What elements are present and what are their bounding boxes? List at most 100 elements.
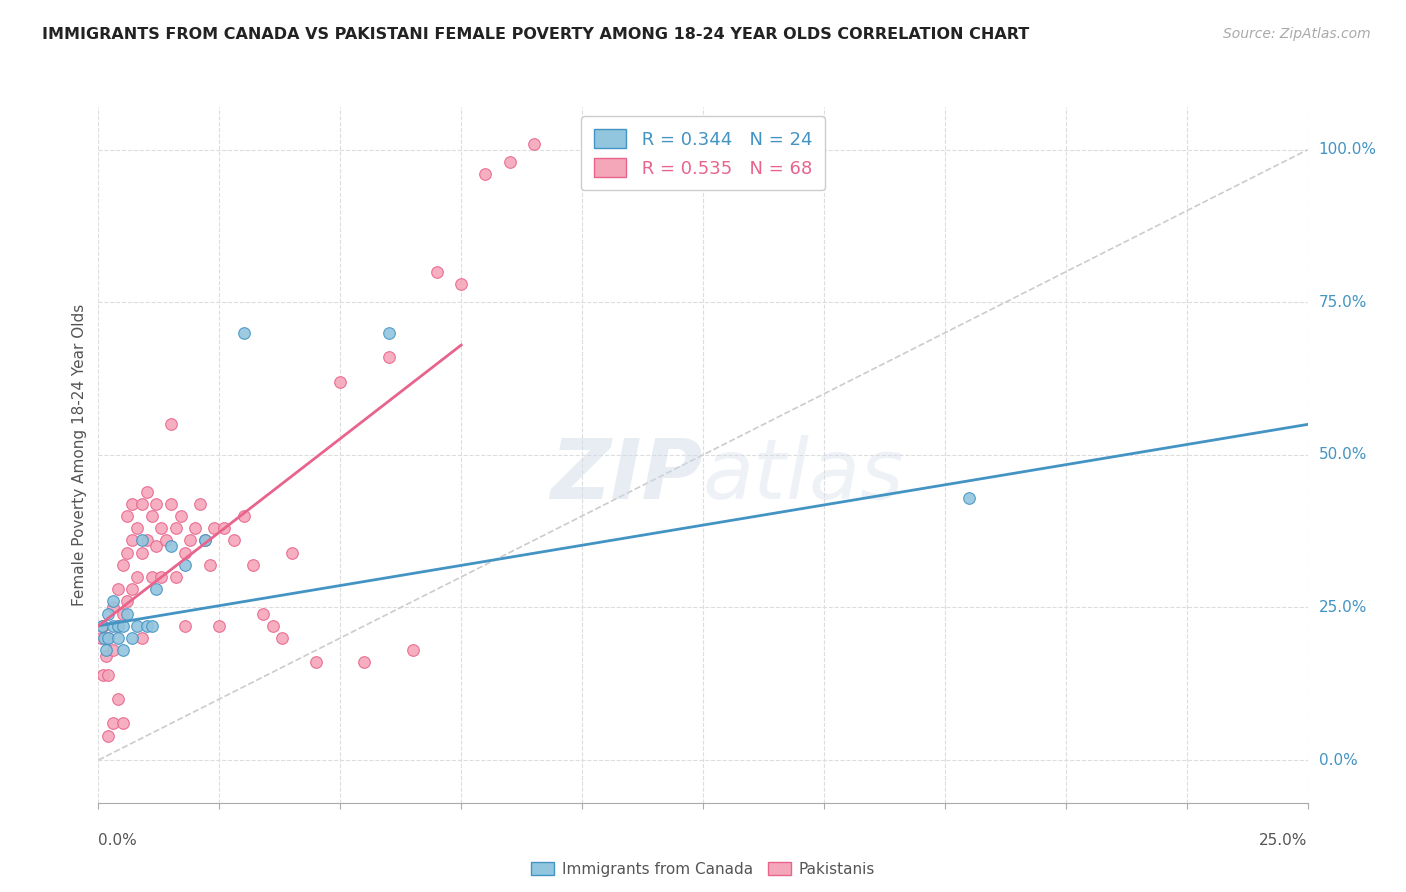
Point	[498, 155, 520, 169]
Point	[160, 497, 183, 511]
Point	[131, 631, 153, 645]
Point	[91, 619, 114, 633]
Point	[97, 631, 120, 645]
Point	[127, 570, 149, 584]
Point	[242, 558, 264, 572]
Text: IMMIGRANTS FROM CANADA VS PAKISTANI FEMALE POVERTY AMONG 18-24 YEAR OLDS CORRELA: IMMIGRANTS FROM CANADA VS PAKISTANI FEMA…	[42, 27, 1029, 42]
Point	[160, 417, 183, 432]
Point	[101, 643, 124, 657]
Point	[111, 643, 134, 657]
Legend:  R = 0.344   N = 24,  R = 0.535   N = 68: R = 0.344 N = 24, R = 0.535 N = 68	[581, 116, 825, 190]
Point	[179, 533, 201, 548]
Point	[281, 545, 304, 559]
Point	[135, 533, 157, 548]
Point	[194, 533, 217, 548]
Point	[184, 521, 207, 535]
Point	[101, 619, 124, 633]
Point	[90, 631, 112, 645]
Point	[107, 619, 129, 633]
Point	[523, 136, 546, 151]
Point	[212, 521, 235, 535]
Point	[169, 508, 191, 523]
Point	[121, 582, 143, 597]
Point	[174, 619, 197, 633]
Point	[111, 716, 134, 731]
Point	[97, 607, 120, 621]
Point	[194, 533, 217, 548]
Point	[271, 631, 294, 645]
Point	[91, 619, 114, 633]
Text: ZIP: ZIP	[550, 435, 703, 516]
Point	[111, 558, 134, 572]
Y-axis label: Female Poverty Among 18-24 Year Olds: Female Poverty Among 18-24 Year Olds	[72, 304, 87, 606]
Text: 25.0%: 25.0%	[1260, 833, 1308, 848]
Point	[135, 619, 157, 633]
Point	[101, 716, 124, 731]
Text: 0.0%: 0.0%	[98, 833, 138, 848]
Point	[426, 265, 449, 279]
Point	[232, 326, 254, 340]
Point	[107, 619, 129, 633]
Point	[117, 607, 139, 621]
Point	[93, 631, 115, 645]
Point	[305, 656, 328, 670]
Point	[204, 521, 226, 535]
Point	[145, 582, 167, 597]
Point	[262, 619, 284, 633]
Point	[97, 667, 120, 681]
Point	[232, 508, 254, 523]
Point	[121, 631, 143, 645]
Text: 25.0%: 25.0%	[1319, 600, 1367, 615]
Text: atlas: atlas	[703, 435, 904, 516]
Point	[208, 619, 231, 633]
Point	[94, 649, 117, 664]
Point	[107, 692, 129, 706]
Point	[127, 521, 149, 535]
Point	[252, 607, 274, 621]
Point	[402, 643, 425, 657]
Point	[150, 521, 173, 535]
Point	[155, 533, 177, 548]
Point	[141, 619, 163, 633]
Point	[117, 545, 139, 559]
Point	[111, 607, 134, 621]
Point	[131, 545, 153, 559]
Text: 75.0%: 75.0%	[1319, 295, 1367, 310]
Point	[107, 631, 129, 645]
Point	[97, 631, 120, 645]
Point	[117, 594, 139, 608]
Point	[150, 570, 173, 584]
Point	[101, 600, 124, 615]
Point	[957, 491, 980, 505]
Point	[353, 656, 375, 670]
Point	[145, 497, 167, 511]
Point	[165, 570, 187, 584]
Point	[329, 375, 352, 389]
Point	[188, 497, 211, 511]
Text: 100.0%: 100.0%	[1319, 142, 1376, 157]
Point	[377, 351, 399, 365]
Point	[94, 643, 117, 657]
Text: 50.0%: 50.0%	[1319, 448, 1367, 462]
Point	[222, 533, 245, 548]
Point	[127, 619, 149, 633]
Point	[101, 594, 124, 608]
Point	[131, 497, 153, 511]
Point	[111, 619, 134, 633]
Point	[135, 484, 157, 499]
Point	[174, 545, 197, 559]
Point	[107, 582, 129, 597]
Point	[131, 533, 153, 548]
Text: Source: ZipAtlas.com: Source: ZipAtlas.com	[1223, 27, 1371, 41]
Point	[141, 508, 163, 523]
Point	[377, 326, 399, 340]
Point	[160, 540, 183, 554]
Point	[165, 521, 187, 535]
Point	[174, 558, 197, 572]
Text: 0.0%: 0.0%	[1319, 753, 1357, 768]
Point	[198, 558, 221, 572]
Point	[91, 667, 114, 681]
Legend: Immigrants from Canada, Pakistanis: Immigrants from Canada, Pakistanis	[523, 854, 883, 884]
Point	[121, 497, 143, 511]
Point	[97, 729, 120, 743]
